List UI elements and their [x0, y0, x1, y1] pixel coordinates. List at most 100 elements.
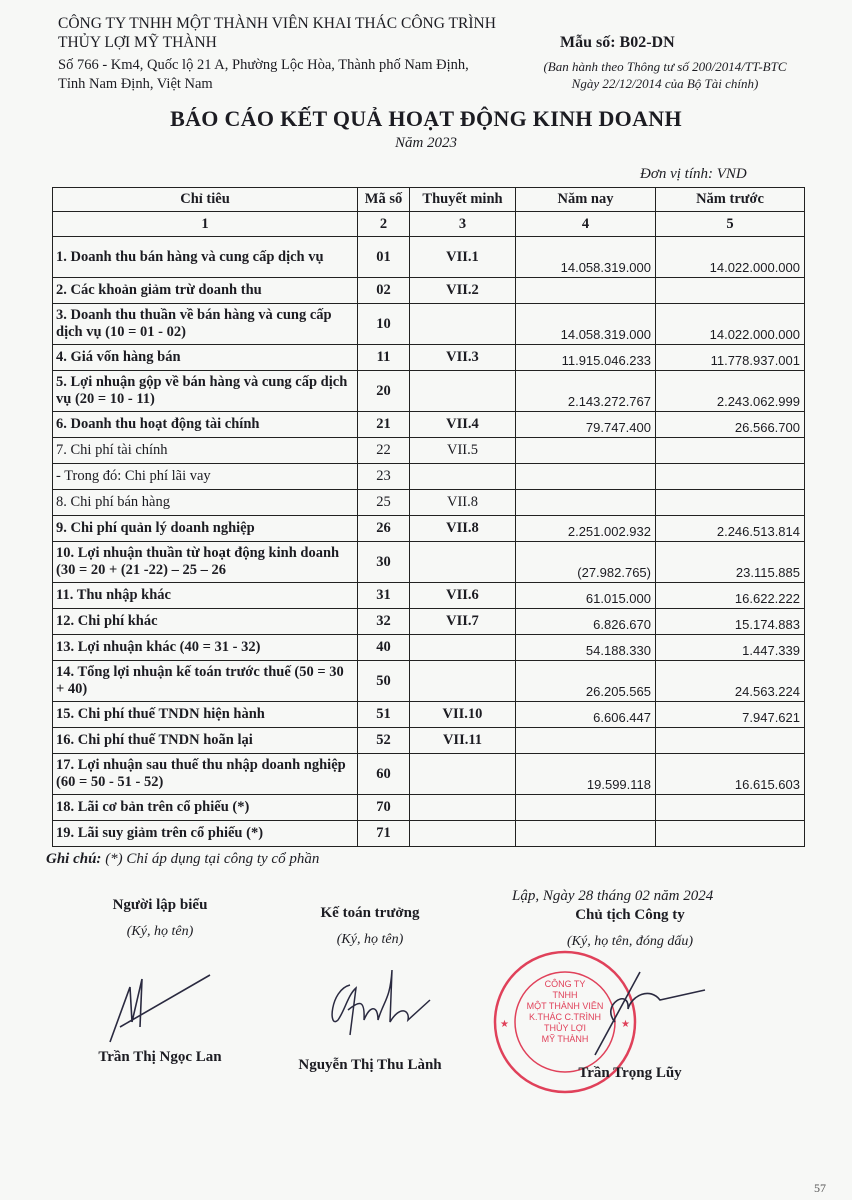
- row-code: 25: [357, 489, 410, 516]
- row-current-year: 6.826.670: [515, 608, 656, 635]
- row-code: 52: [357, 727, 410, 754]
- income-statement-table: Chỉ tiêu Mã số Thuyết minh Năm nay Năm t…: [52, 187, 805, 847]
- table-row: 6. Doanh thu hoạt động tài chính 21 VII.4 7…: [52, 411, 805, 438]
- row-current-year: 2.251.002.932: [515, 515, 656, 542]
- row-previous-year: 15.174.883: [655, 608, 805, 635]
- row-note: VII.8: [409, 515, 516, 542]
- row-note: [409, 753, 516, 795]
- row-item-name: 4. Giá vốn hàng bán: [52, 344, 358, 371]
- row-current-year: [515, 489, 656, 516]
- row-code: 60: [357, 753, 410, 795]
- row-current-year: [515, 277, 656, 304]
- column-index: 1: [52, 211, 358, 237]
- row-current-year: 2.143.272.767: [515, 370, 656, 412]
- row-note: [409, 541, 516, 583]
- row-code: 11: [357, 344, 410, 371]
- column-index: 3: [409, 211, 516, 237]
- row-previous-year: 16.615.603: [655, 753, 805, 795]
- report-title: BÁO CÁO KẾT QUẢ HOẠT ĐỘNG KINH DOANH: [170, 106, 682, 131]
- row-previous-year: 11.778.937.001: [655, 344, 805, 371]
- header-code: Mã số: [357, 187, 410, 212]
- row-item-name: 15. Chi phí thuế TNDN hiện hành: [52, 701, 358, 728]
- row-current-year: 79.747.400: [515, 411, 656, 438]
- row-current-year: 6.606.447: [515, 701, 656, 728]
- row-code: 23: [357, 463, 410, 490]
- form-note: (Ban hành theo Thông tư số 200/2014/TT-B…: [543, 59, 787, 91]
- row-current-year: 54.188.330: [515, 634, 656, 661]
- table-row: 10. Lợi nhuận thuần từ hoạt động kinh do…: [52, 541, 805, 583]
- row-code: 26: [357, 515, 410, 542]
- row-code: 31: [357, 582, 410, 609]
- company-address: Số 766 - Km4, Quốc lộ 21 A, Phường Lộc H…: [58, 57, 469, 92]
- header-current-year: Năm nay: [515, 187, 656, 212]
- row-note: [409, 370, 516, 412]
- row-previous-year: 2.246.513.814: [655, 515, 805, 542]
- row-previous-year: 24.563.224: [655, 660, 805, 702]
- row-code: 22: [357, 437, 410, 464]
- row-previous-year: 23.115.885: [655, 541, 805, 583]
- row-note: [409, 303, 516, 345]
- row-previous-year: [655, 794, 805, 821]
- row-code: 01: [357, 236, 410, 278]
- table-row: 2. Các khoản giảm trừ doanh thu 02 VII.2: [52, 277, 805, 304]
- currency-unit: Đơn vị tính: VND: [640, 166, 747, 182]
- row-note: [409, 660, 516, 702]
- row-current-year: 26.205.565: [515, 660, 656, 702]
- row-item-name: 18. Lãi cơ bản trên cổ phiếu (*): [52, 794, 358, 821]
- row-code: 71: [357, 820, 410, 847]
- row-previous-year: [655, 820, 805, 847]
- row-previous-year: [655, 489, 805, 516]
- table-row: 4. Giá vốn hàng bán 11 VII.3 11.915.046.233…: [52, 344, 805, 371]
- row-item-name: 6. Doanh thu hoạt động tài chính: [52, 411, 358, 438]
- stamp-text: THỦY LỢI: [544, 1022, 586, 1033]
- row-item-name: 14. Tổng lợi nhuận kế toán trước thuế (5…: [52, 660, 358, 702]
- row-code: 21: [357, 411, 410, 438]
- row-previous-year: [655, 727, 805, 754]
- table-row: 16. Chi phí thuế TNDN hoãn lại 52 VII.11: [52, 727, 805, 754]
- row-item-name: 12. Chi phí khác: [52, 608, 358, 635]
- table-row: 5. Lợi nhuận gộp về bán hàng và cung cấp…: [52, 370, 805, 412]
- stamp-text: CÔNG TY: [545, 979, 586, 989]
- row-note: [409, 634, 516, 661]
- row-code: 51: [357, 701, 410, 728]
- row-note: VII.4: [409, 411, 516, 438]
- row-item-name: 10. Lợi nhuận thuần từ hoạt động kinh do…: [52, 541, 358, 583]
- row-note: [409, 463, 516, 490]
- row-item-name: 7. Chi phí tài chính: [52, 437, 358, 464]
- row-previous-year: 7.947.621: [655, 701, 805, 728]
- row-item-name: 16. Chi phí thuế TNDN hoãn lại: [52, 727, 358, 754]
- page-number: 57: [814, 1181, 826, 1195]
- table-row: - Trong đó: Chi phí lãi vay 23: [52, 463, 805, 490]
- header-previous-year: Năm trước: [655, 187, 805, 212]
- row-current-year: (27.982.765): [515, 541, 656, 583]
- table-row: 14. Tổng lợi nhuận kế toán trước thuế (5…: [52, 660, 805, 702]
- row-code: 70: [357, 794, 410, 821]
- signature-chairman: Chủ tịch Công ty (Ký, họ tên, đóng dấu) …: [493, 907, 740, 1094]
- row-item-name: 17. Lợi nhuận sau thuế thu nhập doanh ng…: [52, 753, 358, 795]
- report-year: Năm 2023: [394, 135, 458, 151]
- row-current-year: 61.015.000: [515, 582, 656, 609]
- row-item-name: 3. Doanh thu thuần về bán hàng và cung c…: [52, 303, 358, 345]
- row-code: 30: [357, 541, 410, 583]
- row-code: 20: [357, 370, 410, 412]
- row-note: VII.11: [409, 727, 516, 754]
- signature-image: [594, 971, 706, 1056]
- row-item-name: - Trong đó: Chi phí lãi vay: [52, 463, 358, 490]
- row-item-name: 8. Chi phí bán hàng: [52, 489, 358, 516]
- table-row: 1. Doanh thu bán hàng và cung cấp dịch v…: [52, 236, 805, 278]
- stamp-text: MỘT THÀNH VIÊN: [527, 1001, 604, 1011]
- row-item-name: 11. Thu nhập khác: [52, 582, 358, 609]
- table-row: 13. Lợi nhuận khác (40 = 31 - 32) 40 54.18…: [52, 634, 805, 661]
- table-row: 9. Chi phí quản lý doanh nghiệp 26 VII.8 2.…: [52, 515, 805, 542]
- table-row: 17. Lợi nhuận sau thuế thu nhập doanh ng…: [52, 753, 805, 795]
- row-current-year: 14.058.319.000: [515, 303, 656, 345]
- row-current-year: 19.599.118: [515, 753, 656, 795]
- star-icon: ★: [500, 1019, 509, 1030]
- column-index: 2: [357, 211, 410, 237]
- row-note: VII.6: [409, 582, 516, 609]
- header-item: Chỉ tiêu: [52, 187, 358, 212]
- row-previous-year: 2.243.062.999: [655, 370, 805, 412]
- row-note: VII.8: [409, 489, 516, 516]
- date-line: Lập, Ngày 28 tháng 02 năm 2024: [512, 888, 714, 904]
- table-row: 7. Chi phí tài chính 22 VII.5: [52, 437, 805, 464]
